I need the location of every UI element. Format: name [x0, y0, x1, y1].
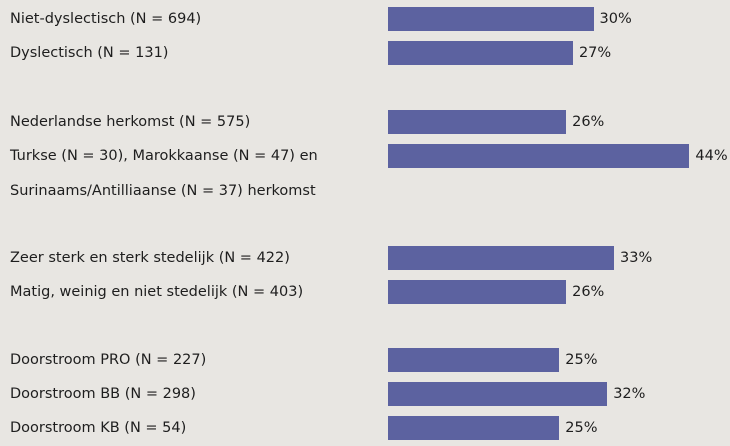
bar [388, 246, 615, 270]
bar [388, 382, 608, 406]
bar [388, 280, 567, 304]
category-label: Doorstroom KB (N = 54) [10, 419, 187, 436]
category-label: Turkse (N = 30), Marokkaanse (N = 47) en… [10, 147, 318, 199]
category-label: Nederlandse herkomst (N = 575) [10, 113, 251, 130]
value-label: 26% [572, 114, 605, 130]
value-label: 25% [565, 352, 598, 368]
bar [388, 7, 594, 31]
value-label: 33% [620, 250, 653, 266]
bar [388, 41, 573, 65]
category-label: Doorstroom PRO (N = 227) [10, 351, 207, 368]
value-label: 27% [578, 45, 612, 61]
bar [388, 144, 690, 168]
value-label: 44% [695, 148, 728, 164]
value-label: 30% [599, 11, 632, 27]
category-label: Dyslectisch (N = 131) [10, 44, 169, 61]
category-label: Doorstroom BB (N = 298) [10, 385, 196, 402]
category-label: Matig, weinig en niet stedelijk (N = 403… [10, 283, 304, 300]
category-label: Niet-dyslectisch (N = 694) [10, 10, 202, 27]
bar [388, 416, 560, 440]
value-label: 25% [565, 420, 598, 436]
category-label: Zeer sterk en sterk stedelijk (N = 422) [10, 249, 290, 266]
value-label: 26% [572, 284, 605, 300]
bar [388, 110, 567, 134]
bar [388, 348, 560, 372]
value-label: 32% [613, 386, 646, 402]
